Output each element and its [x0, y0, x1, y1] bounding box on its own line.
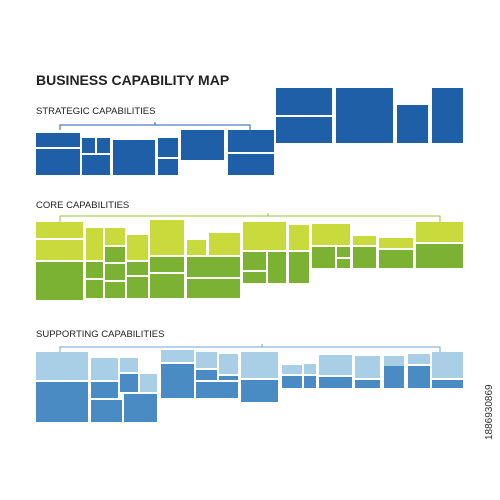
block: [161, 350, 194, 362]
block: [91, 400, 122, 422]
block: [120, 374, 138, 392]
block: [397, 105, 428, 143]
block: [196, 352, 217, 368]
block: [113, 140, 155, 175]
block: [187, 279, 240, 298]
block: [127, 235, 148, 260]
block: [243, 252, 266, 270]
block: [86, 228, 103, 260]
block: [312, 247, 335, 268]
block: [36, 240, 83, 260]
block: [432, 380, 463, 388]
block: [304, 376, 316, 388]
block: [304, 364, 316, 374]
section-label: STRATEGIC CAPABILITIES: [36, 106, 155, 117]
bracket: [59, 122, 251, 130]
block: [36, 262, 83, 300]
block: [416, 222, 463, 242]
block: [276, 88, 332, 115]
block: [241, 380, 278, 402]
block: [319, 355, 352, 375]
block: [196, 370, 217, 380]
blocks: [36, 88, 463, 422]
section-label: CORE CAPABILITIES: [36, 200, 129, 211]
block: [124, 394, 157, 422]
block: [97, 138, 110, 153]
block: [219, 376, 238, 380]
block: [319, 377, 352, 388]
block: [158, 159, 178, 175]
block: [105, 247, 125, 262]
block: [91, 382, 118, 398]
block: [353, 236, 376, 245]
block: [282, 365, 302, 374]
block: [181, 130, 224, 160]
block: [379, 238, 413, 248]
block: [82, 155, 110, 175]
block: [408, 366, 430, 388]
block: [127, 262, 148, 275]
block: [312, 224, 350, 245]
block: [228, 154, 274, 175]
block: [228, 130, 274, 152]
block: [355, 380, 380, 388]
block: [243, 222, 286, 250]
block: [150, 274, 184, 298]
block: [105, 228, 125, 245]
block: [105, 264, 125, 280]
block: [36, 149, 80, 175]
block: [36, 133, 80, 147]
block: [150, 220, 184, 255]
block: [268, 252, 286, 283]
block: [432, 88, 463, 143]
block: [289, 252, 309, 283]
block: [337, 259, 350, 268]
block: [91, 358, 118, 380]
block: [432, 352, 463, 378]
watermark: 1886930869: [484, 384, 495, 440]
block: [416, 244, 463, 268]
block: [289, 225, 309, 250]
block: [337, 247, 350, 257]
block: [241, 352, 278, 378]
brackets: [59, 122, 441, 352]
block: [196, 382, 238, 398]
block: [353, 247, 376, 268]
bracket: [59, 344, 441, 352]
block: [276, 117, 332, 143]
section-label: SUPPORTING CAPABILITIES: [36, 329, 164, 340]
block: [408, 354, 430, 364]
block: [86, 262, 103, 278]
title: BUSINESS CAPABILITY MAP: [36, 72, 229, 88]
block: [158, 138, 178, 157]
block: [282, 376, 302, 388]
block: [36, 222, 83, 238]
block: [127, 277, 148, 298]
block: [336, 88, 393, 143]
block: [36, 382, 88, 422]
block: [140, 374, 157, 392]
block: [105, 282, 125, 298]
block: [187, 240, 206, 255]
bracket: [59, 213, 441, 222]
block: [161, 364, 194, 398]
block: [187, 257, 240, 277]
block: [86, 280, 103, 298]
block: [82, 138, 95, 153]
block: [355, 356, 380, 378]
block: [384, 356, 404, 366]
block: [120, 358, 138, 372]
block: [209, 233, 240, 255]
block: [379, 250, 413, 268]
block: [150, 257, 184, 272]
block: [243, 272, 266, 283]
block: [36, 352, 88, 380]
block: [219, 354, 238, 374]
